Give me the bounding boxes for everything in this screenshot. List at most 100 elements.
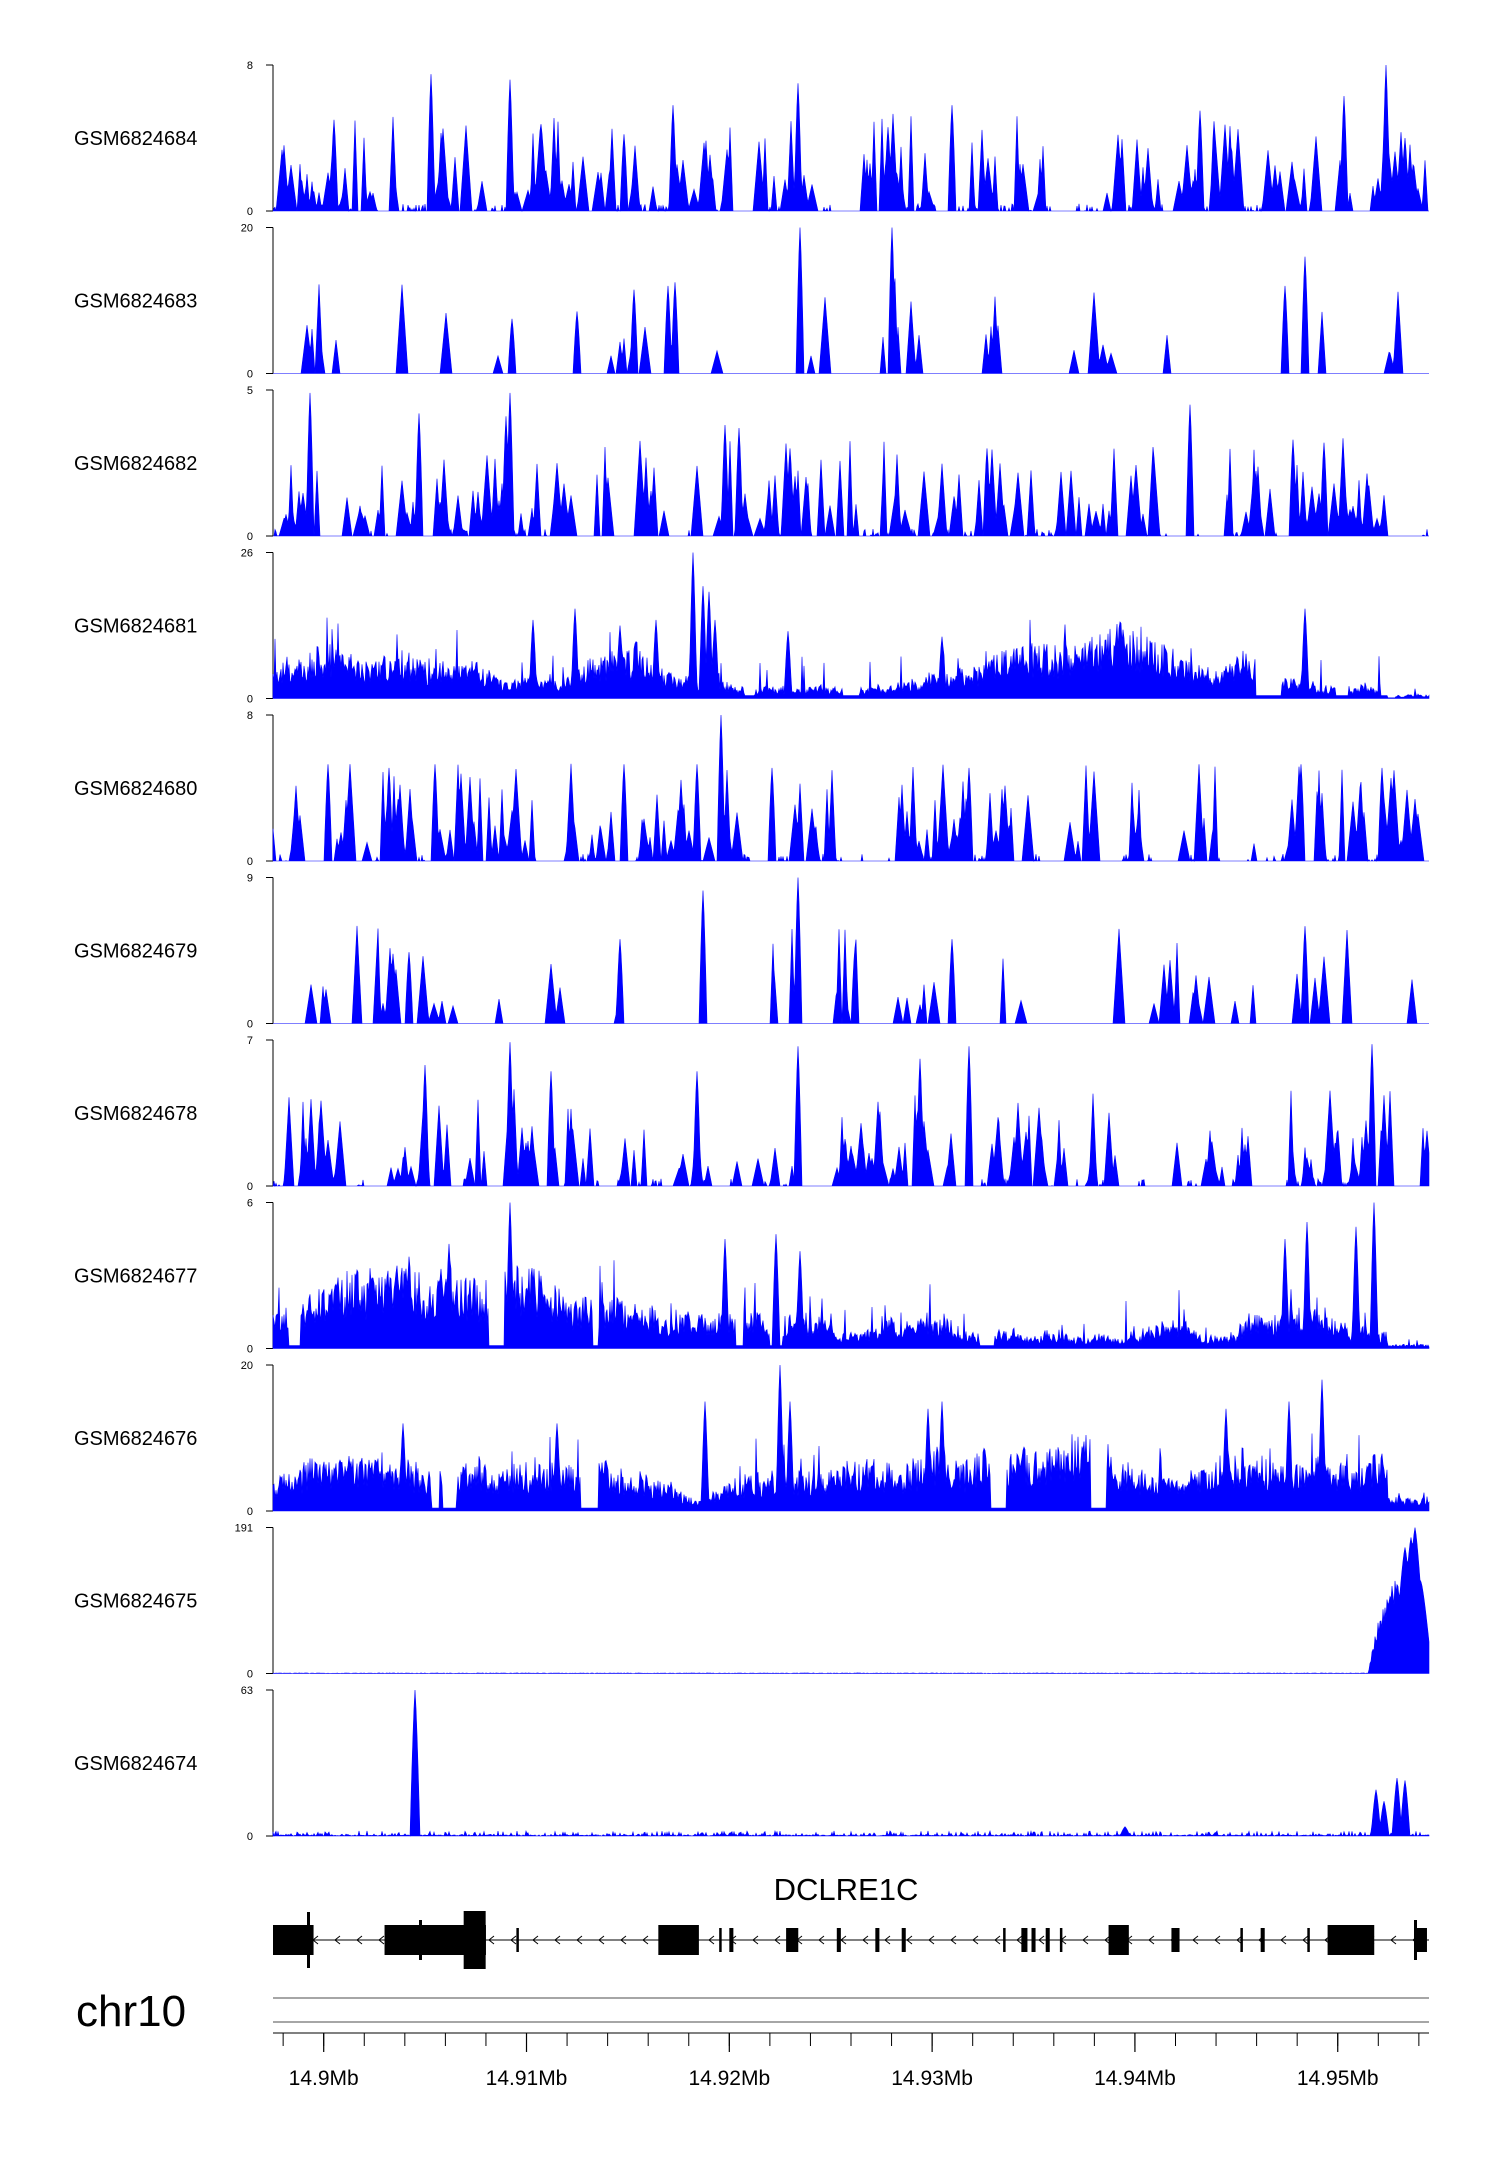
track-GSM6824677: GSM6824677 6 0: [74, 1198, 1430, 1356]
exon: [1003, 1928, 1006, 1952]
strand-arrow: [1280, 1935, 1287, 1945]
x-tick-label: 14.9Mb: [289, 2067, 359, 2090]
exon: [729, 1928, 734, 1952]
y-min-label: 0: [247, 206, 253, 218]
track-label: GSM6824678: [74, 1103, 197, 1125]
x-tick-label: 14.93Mb: [891, 2067, 973, 2090]
exon: [901, 1928, 906, 1952]
strand-arrow: [840, 1935, 847, 1945]
exon: [307, 1912, 310, 1968]
strand-arrow: [950, 1935, 957, 1945]
strand-arrow: [884, 1935, 891, 1945]
exon: [1045, 1928, 1050, 1952]
strand-arrow: [862, 1935, 869, 1945]
gene-name: DCLRE1C: [774, 1872, 919, 1907]
strand-arrow: [554, 1935, 561, 1945]
exon: [384, 1925, 466, 1955]
y-min-label: 0: [247, 1506, 253, 1518]
track-GSM6824675: GSM6824675 191 0: [74, 1523, 1430, 1681]
exon: [1171, 1928, 1180, 1952]
y-max-label: 8: [247, 710, 253, 722]
track-GSM6824683: GSM6824683 20 0: [74, 223, 1429, 381]
y-min-label: 0: [247, 694, 253, 706]
coverage-area: [272, 1364, 1430, 1512]
track-label: GSM6824675: [74, 1591, 197, 1613]
y-min-label: 0: [247, 856, 253, 868]
exon: [1240, 1928, 1243, 1952]
strand-arrow: [1302, 1935, 1309, 1945]
coverage-area: [273, 392, 1429, 537]
x-tick-label: 14.94Mb: [1094, 2067, 1176, 2090]
y-max-label: 20: [241, 1360, 253, 1372]
coverage-area: [272, 1042, 1430, 1188]
strand-arrow: [334, 1935, 341, 1945]
y-min-label: 0: [247, 1181, 253, 1193]
strand-arrow: [532, 1935, 539, 1945]
y-max-label: 20: [241, 223, 253, 235]
y-max-label: 26: [241, 548, 253, 560]
exon: [836, 1928, 841, 1952]
chromosome-axis: chr10 14.9Mb 14.91Mb 14.92Mb 14.93Mb 14.94Mb 1…: [76, 1987, 1429, 2090]
coverage-area: [272, 714, 1429, 863]
strand-arrow: [1148, 1935, 1155, 1945]
track-GSM6824676: GSM6824676 20 0: [74, 1360, 1430, 1518]
y-max-label: 63: [241, 1685, 253, 1697]
y-min-label: 0: [247, 1019, 253, 1031]
coverage-area: [272, 1202, 1430, 1349]
coverage-area: [272, 552, 1430, 699]
exon: [1307, 1928, 1310, 1952]
exon: [1416, 1928, 1427, 1952]
strand-arrow: [378, 1935, 385, 1945]
strand-arrow: [356, 1935, 363, 1945]
strand-arrow: [994, 1935, 1001, 1945]
strand-arrow: [906, 1935, 913, 1945]
strand-arrow: [620, 1935, 627, 1945]
exon: [1108, 1925, 1129, 1955]
track-label: GSM6824677: [74, 1266, 197, 1288]
x-tick-label: 14.92Mb: [688, 2067, 770, 2090]
track-label: GSM6824679: [74, 941, 197, 963]
y-min-label: 0: [247, 1344, 253, 1356]
strand-arrow: [1236, 1935, 1243, 1945]
coverage-area: [272, 1527, 1430, 1674]
track-GSM6824678: GSM6824678 7 0: [74, 1035, 1430, 1193]
y-max-label: 8: [247, 60, 253, 72]
track-GSM6824684: GSM6824684 8 0: [74, 60, 1429, 218]
strand-arrow: [1082, 1935, 1089, 1945]
strand-arrow: [1016, 1935, 1023, 1945]
strand-arrow: [598, 1935, 605, 1945]
exon: [1327, 1925, 1375, 1955]
exon: [1414, 1920, 1417, 1960]
track-GSM6824674: GSM6824674 63 0: [74, 1685, 1430, 1843]
track-label: GSM6824680: [74, 778, 197, 800]
y-max-label: 191: [235, 1523, 253, 1535]
exon: [719, 1928, 722, 1952]
track-label: GSM6824681: [74, 616, 197, 638]
y-max-label: 9: [247, 873, 253, 885]
coverage-area: [272, 1689, 1430, 1838]
x-tick-label: 14.95Mb: [1297, 2067, 1379, 2090]
y-min-label: 0: [247, 531, 253, 543]
exon: [875, 1928, 880, 1952]
strand-arrow: [752, 1935, 759, 1945]
exon: [1260, 1928, 1265, 1952]
track-GSM6824680: GSM6824680 8 0: [74, 710, 1429, 868]
strand-arrow: [708, 1935, 715, 1945]
track-label: GSM6824676: [74, 1428, 197, 1450]
track-label: GSM6824682: [74, 453, 197, 475]
y-max-label: 7: [247, 1035, 253, 1047]
chromosome-label: chr10: [76, 1987, 186, 2036]
exon: [516, 1928, 519, 1952]
coverage-area: [273, 877, 1429, 1024]
gene-model: DCLRE1C: [273, 1872, 1429, 1969]
exon: [786, 1928, 799, 1952]
strand-arrow: [1390, 1935, 1397, 1945]
exon: [1021, 1928, 1028, 1952]
exon: [1059, 1928, 1063, 1952]
strand-arrow: [1038, 1935, 1045, 1945]
track-GSM6824681: GSM6824681 26 0: [74, 548, 1430, 706]
strand-arrow: [510, 1935, 517, 1945]
y-max-label: 5: [247, 385, 253, 397]
strand-arrow: [972, 1935, 979, 1945]
